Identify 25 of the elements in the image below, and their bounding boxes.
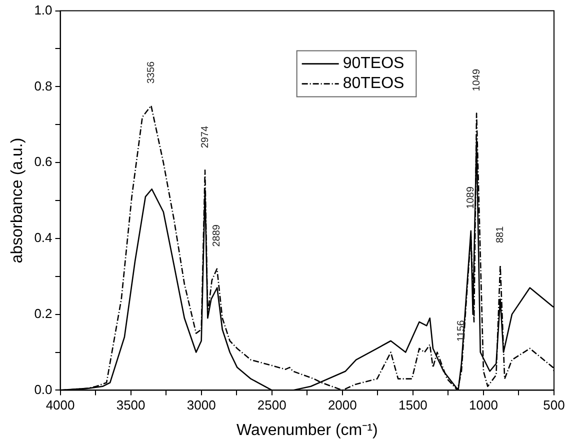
y-tick-label: 0.6	[34, 154, 52, 170]
y-tick-label: 0.2	[34, 306, 52, 321]
annotation: 2974	[200, 125, 211, 148]
annotation: 1156	[456, 320, 468, 342]
x-tick-label: 500	[543, 398, 565, 413]
x-axis-title: Wavenumber (cm⁻¹)	[236, 422, 378, 439]
x-tick-label: 2000	[328, 398, 357, 413]
legend-label: 90TEOS	[342, 55, 404, 72]
x-tick-label: 1500	[398, 398, 428, 413]
y-tick-label: 1.0	[34, 2, 52, 18]
x-tick-label: 2500	[257, 398, 286, 413]
y-axis-title: absorbance (a.u.)	[9, 138, 26, 264]
y-tick-label: 0.4	[34, 230, 52, 246]
annotation: 881	[495, 226, 506, 243]
annotation: 3356	[146, 60, 157, 84]
x-tick-label: 3500	[116, 398, 146, 413]
annotation: 2889	[212, 224, 223, 247]
legend-label: 80TEOS	[342, 75, 404, 92]
annotation: 1089	[466, 186, 477, 209]
x-tick-label: 4000	[46, 398, 75, 413]
x-tick-label: 1000	[469, 398, 498, 413]
y-tick-label: 0.0	[34, 382, 52, 397]
annotation: 1049	[471, 68, 482, 92]
x-tick-label: 3000	[186, 398, 216, 413]
y-tick-label: 0.8	[34, 78, 52, 94]
